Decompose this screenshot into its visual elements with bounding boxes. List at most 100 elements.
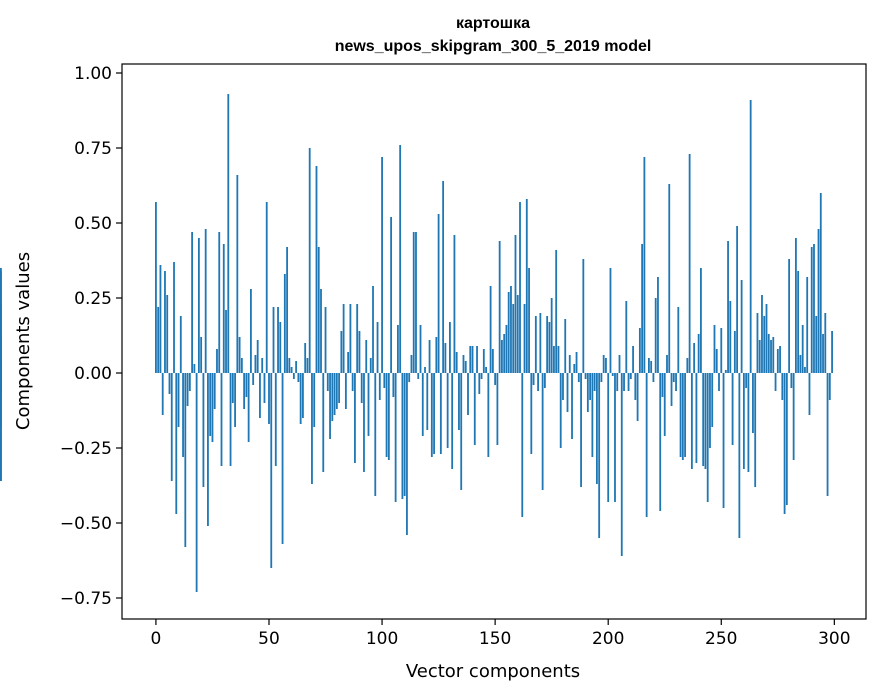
bar <box>396 325 399 373</box>
bar <box>283 274 286 373</box>
bar <box>740 280 743 373</box>
bar <box>559 373 562 448</box>
bar <box>600 373 603 382</box>
bar <box>385 373 388 457</box>
bar <box>521 373 524 517</box>
bar <box>589 373 592 400</box>
bar <box>494 373 497 385</box>
bar <box>754 373 757 487</box>
bar <box>277 307 279 373</box>
bar <box>586 373 589 412</box>
bar <box>256 340 259 373</box>
bar <box>752 373 754 433</box>
bar <box>584 373 587 379</box>
bar <box>406 373 408 535</box>
bar <box>745 373 748 388</box>
bar <box>641 244 644 373</box>
bar <box>555 250 558 373</box>
bar <box>799 355 802 373</box>
bar <box>700 268 702 373</box>
bar <box>761 295 763 373</box>
bar <box>747 373 750 472</box>
bar <box>354 373 356 463</box>
bar <box>449 322 451 373</box>
bar <box>161 373 164 415</box>
bar <box>724 370 727 373</box>
bar <box>394 373 397 502</box>
bar <box>616 373 619 391</box>
chart-subtitle: news_upos_skipgram_300_5_2019 model <box>335 38 652 55</box>
x-tick-label: 300 <box>818 629 850 649</box>
bar <box>557 346 560 373</box>
bar <box>785 373 788 505</box>
bar <box>573 364 576 373</box>
bar <box>444 343 447 373</box>
y-tick-label: −0.25 <box>60 439 112 459</box>
bar <box>392 373 395 397</box>
bar <box>684 373 686 457</box>
bar <box>645 373 648 517</box>
bar <box>620 373 623 556</box>
bar <box>817 229 820 373</box>
bar <box>742 373 745 469</box>
bar <box>424 367 426 373</box>
bar <box>516 295 519 373</box>
bar <box>528 268 530 373</box>
bar <box>695 373 698 463</box>
bar <box>675 373 677 391</box>
bar <box>657 277 659 373</box>
y-axis-label: Components values <box>13 252 34 430</box>
bar <box>824 313 827 373</box>
bar <box>399 145 402 373</box>
bar <box>306 358 309 373</box>
bar <box>652 373 655 382</box>
bar <box>548 322 551 373</box>
bar <box>155 202 157 373</box>
bar <box>324 307 327 373</box>
bar <box>727 241 729 373</box>
bar <box>446 373 449 448</box>
bar <box>713 325 716 373</box>
bar <box>166 295 169 373</box>
x-tick-label: 50 <box>258 629 280 649</box>
bar <box>410 355 413 373</box>
bar <box>575 352 578 373</box>
bar <box>288 358 291 373</box>
bar <box>815 316 818 373</box>
bar <box>299 373 302 424</box>
bar <box>661 373 664 397</box>
bar <box>503 334 506 373</box>
bar <box>738 373 741 538</box>
bar <box>546 316 549 373</box>
bar <box>702 373 705 466</box>
bar <box>507 292 510 373</box>
bar <box>476 346 478 373</box>
bar <box>625 301 628 373</box>
bar <box>179 316 182 373</box>
bar <box>767 334 770 373</box>
bar <box>302 373 304 418</box>
bar <box>582 259 585 373</box>
bar <box>263 373 266 403</box>
bar <box>478 373 481 394</box>
bar <box>419 325 422 373</box>
bar <box>489 286 492 373</box>
bar <box>311 373 313 484</box>
bar <box>383 373 386 388</box>
bar <box>690 373 693 469</box>
bar <box>259 373 261 418</box>
x-axis-label: Vector components <box>406 661 580 682</box>
bar <box>467 373 469 415</box>
bar <box>387 373 390 460</box>
bar <box>261 358 264 373</box>
bar <box>677 307 680 373</box>
bar <box>666 355 668 373</box>
bar <box>564 319 567 373</box>
bar <box>279 322 282 373</box>
bar <box>595 373 598 484</box>
bar <box>623 373 625 391</box>
bar <box>629 373 632 379</box>
bar <box>543 373 546 388</box>
bar <box>433 373 435 454</box>
bar <box>225 310 227 373</box>
